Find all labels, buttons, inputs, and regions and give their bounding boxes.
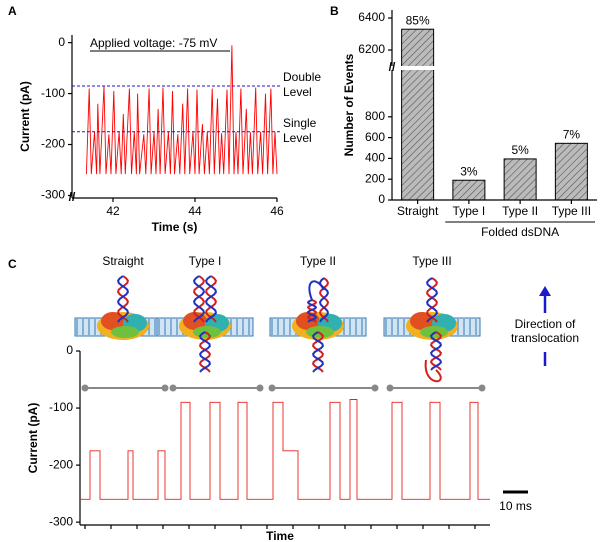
group-label: Folded dsDNA [481,225,559,239]
arrow-head [539,286,551,296]
y-tick-label: -100 [49,400,73,414]
y-tick-label: -200 [49,457,73,471]
axis-break: // [69,190,76,204]
dna-strand [426,277,438,323]
molecule-illustration [269,277,367,373]
x-tick-label: 46 [270,204,284,218]
dna-strand [117,275,129,323]
group-dot [161,384,169,392]
event-label: Type III [412,254,451,268]
event-label: Type II [300,254,336,268]
molecule-illustration [383,277,481,383]
y-tick-label: 600 [365,130,385,144]
scale-bar-label: 10 ms [499,499,532,513]
x-tick-label: Straight [397,204,439,218]
dna-strand [205,275,217,323]
axis-break-gap [384,66,444,70]
group-dot [478,384,486,392]
pore-protein [101,312,125,330]
bar [401,28,435,201]
group-dot [386,384,394,392]
dna-strand [319,277,330,323]
dna-strand [193,275,205,323]
dna-loop [424,359,442,383]
bar [503,158,537,201]
molecule-illustration [74,275,172,340]
direction-label: Direction of [515,317,576,331]
y-tick-label: 0 [58,35,65,49]
y-tick-label: 200 [365,171,385,185]
group-dot [256,384,264,392]
bar [452,179,486,201]
dna-strand [426,277,438,323]
axis-break: // [389,60,396,74]
dna-loop [308,280,325,301]
y-tick-label: 6200 [358,42,385,56]
level-label: Level [283,131,312,145]
y-tick-label: -300 [49,514,73,528]
dna-strand [117,275,129,323]
y-axis-label: Current (pA) [26,403,40,474]
pore-protein [193,326,221,338]
x-tick-label: 44 [188,204,202,218]
percent-label: 85% [406,13,430,27]
y-tick-label: -100 [41,86,65,100]
pore-protein [410,312,434,330]
percent-label: 7% [563,127,581,141]
group-dot [371,384,379,392]
dna-strand [193,275,205,323]
level-label: Single [283,116,317,130]
group-dot [81,384,89,392]
y-tick-label: 6400 [358,10,385,24]
panel-label: A [8,4,17,18]
dna-strand [429,331,443,371]
panel-label: B [330,4,339,18]
dna-strand [429,331,443,371]
dna-strand [312,331,325,373]
event-label: Type I [189,254,222,268]
percent-label: 5% [511,143,529,157]
dna-strand [306,299,318,323]
direction-label: translocation [511,331,579,345]
x-tick-label: Type II [502,204,538,218]
y-tick-label: -200 [41,137,65,151]
annotation: Applied voltage: -75 mV [90,36,217,50]
level-label: Level [283,85,312,99]
x-axis-label: Time [266,529,294,542]
x-tick-label: 42 [106,204,120,218]
trace [85,45,278,175]
pore-protein [306,326,334,338]
dna-strand [198,331,211,373]
event-label: Straight [102,254,144,268]
level-label: Double [283,70,321,84]
y-tick-label: -300 [41,188,65,202]
percent-label: 3% [460,164,478,178]
y-axis-label: Current (pA) [18,81,32,152]
y-tick-label: 0 [66,343,73,357]
x-tick-label: Type III [552,204,591,218]
x-axis-label: Time (s) [152,220,198,234]
x-tick-label: Type I [453,204,486,218]
y-tick-label: 400 [365,151,385,165]
y-tick-label: 0 [378,192,385,206]
molecule-illustration [156,275,254,373]
group-dot [169,384,177,392]
panel-label: C [8,257,17,271]
group-dot [268,384,276,392]
dna-strand [199,331,212,373]
pore-protein [111,326,139,338]
dna-strand [205,275,217,323]
pore-protein [420,326,448,338]
bar [554,142,588,201]
y-axis-label: Number of Events [342,53,356,156]
dna-strand [306,299,318,323]
y-tick-label: 800 [365,109,385,123]
trace [80,399,490,500]
dna-strand [311,331,324,373]
